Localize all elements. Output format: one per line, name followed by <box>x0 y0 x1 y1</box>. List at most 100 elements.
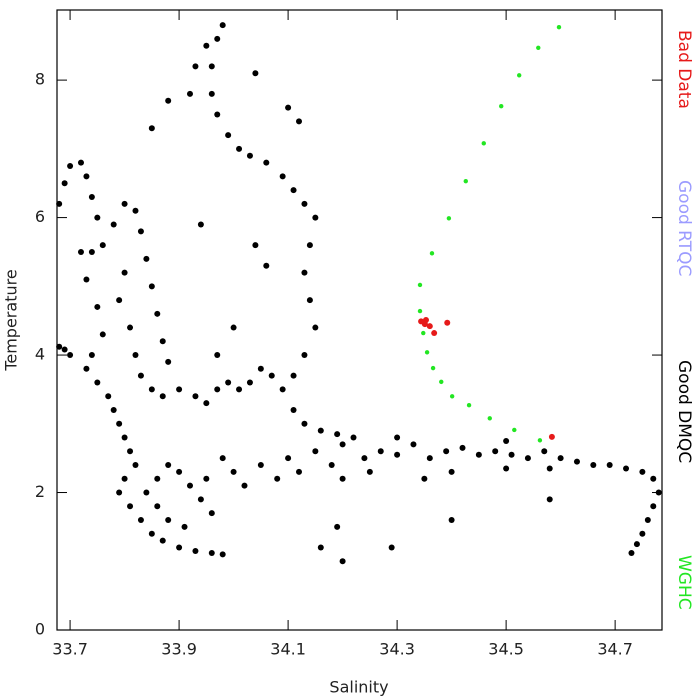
x-axis-label: Salinity <box>329 678 388 697</box>
point <box>143 489 150 496</box>
point <box>279 173 286 180</box>
point <box>290 372 297 379</box>
point <box>225 379 232 386</box>
point <box>503 437 510 444</box>
point <box>241 482 248 489</box>
legend-entry: Bad Data <box>674 30 694 109</box>
point <box>655 489 662 496</box>
point <box>148 386 155 393</box>
point <box>499 104 504 109</box>
legend-entry: WGHC <box>674 555 694 610</box>
point <box>546 465 553 472</box>
point <box>214 35 221 42</box>
point <box>466 403 472 408</box>
point <box>508 451 515 458</box>
point <box>208 63 215 70</box>
point <box>446 216 452 221</box>
point <box>366 468 373 475</box>
point <box>328 462 335 469</box>
point <box>394 451 401 458</box>
point <box>556 24 562 30</box>
point <box>83 365 90 372</box>
x-tick-label: 34.7 <box>597 640 633 659</box>
point <box>628 550 635 557</box>
point <box>203 42 210 49</box>
point <box>148 125 155 132</box>
point <box>116 420 123 427</box>
point <box>77 248 84 255</box>
point <box>208 90 215 97</box>
point <box>61 346 68 353</box>
point <box>606 462 613 469</box>
point <box>159 537 166 544</box>
point <box>546 496 553 503</box>
point <box>219 22 226 29</box>
point <box>77 159 84 166</box>
point <box>154 475 161 482</box>
point <box>424 350 430 355</box>
point <box>301 420 308 427</box>
point <box>165 462 172 469</box>
point <box>208 550 215 557</box>
point <box>350 434 357 441</box>
point <box>214 352 221 359</box>
point <box>67 352 74 359</box>
point <box>312 448 319 455</box>
point <box>339 475 346 482</box>
point <box>421 475 428 482</box>
point <box>61 180 68 187</box>
point <box>463 178 468 184</box>
point <box>410 441 417 448</box>
point <box>236 145 243 152</box>
point <box>121 434 128 441</box>
point <box>83 173 90 180</box>
point <box>186 482 193 489</box>
point <box>429 251 435 256</box>
point <box>252 242 259 249</box>
point <box>296 118 302 125</box>
point <box>246 379 253 386</box>
point <box>203 475 210 482</box>
point <box>94 379 101 386</box>
point <box>88 248 95 255</box>
point <box>377 448 384 455</box>
point <box>487 416 492 421</box>
point <box>105 393 112 400</box>
point <box>88 193 95 200</box>
point <box>430 365 436 371</box>
point <box>214 386 221 393</box>
point <box>176 386 183 393</box>
point <box>312 324 319 331</box>
point <box>459 444 466 451</box>
point <box>290 187 297 194</box>
point <box>268 372 275 379</box>
point <box>230 468 237 475</box>
point <box>219 455 226 462</box>
y-tick-label: 2 <box>35 482 45 501</box>
point <box>334 523 341 530</box>
point <box>263 159 270 166</box>
point <box>301 269 308 276</box>
point <box>246 152 253 159</box>
point <box>301 352 308 359</box>
point <box>285 455 292 462</box>
point <box>439 379 444 385</box>
x-tick-label: 33.7 <box>52 640 88 659</box>
point <box>426 323 433 330</box>
point <box>116 297 123 304</box>
point <box>176 544 183 551</box>
point <box>475 451 482 458</box>
y-axis-label: Temperature <box>2 269 21 371</box>
point <box>197 221 204 228</box>
point <box>444 319 451 326</box>
point <box>306 242 313 249</box>
point <box>252 70 259 77</box>
point <box>148 530 155 537</box>
point <box>317 427 324 434</box>
y-tick-label: 0 <box>35 620 45 639</box>
point <box>127 503 134 510</box>
point <box>132 352 139 359</box>
point <box>110 407 117 414</box>
point <box>121 475 128 482</box>
